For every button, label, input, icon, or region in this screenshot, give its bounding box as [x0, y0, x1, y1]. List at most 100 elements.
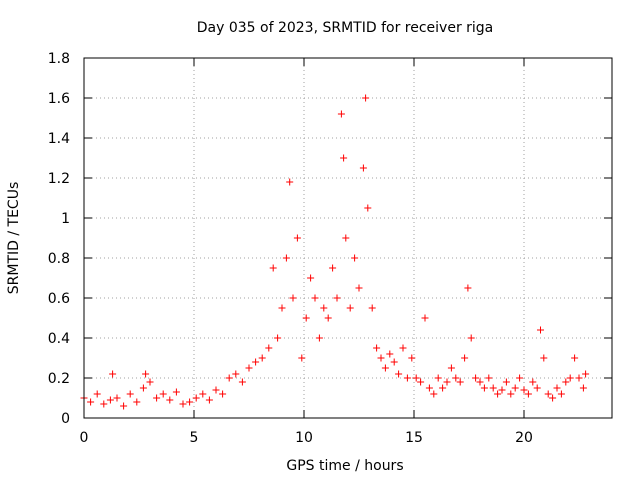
data-point — [452, 374, 460, 382]
data-point — [582, 370, 590, 378]
data-point — [106, 396, 114, 404]
data-point — [120, 402, 128, 410]
y-axis-ticks: 0 0.2 0.4 0.6 0.8 1 1.2 1.4 1.6 1.8 — [48, 51, 612, 427]
data-point — [498, 386, 506, 394]
data-point — [480, 384, 488, 392]
data-point — [494, 390, 502, 398]
x-axis-label: GPS time / hours — [286, 458, 403, 474]
data-point — [340, 154, 348, 162]
y-tick-label: 0.2 — [48, 371, 70, 387]
data-point — [403, 374, 411, 382]
plot-frame — [83, 57, 613, 419]
data-point — [381, 364, 389, 372]
data-point — [368, 304, 376, 312]
data-point — [553, 384, 561, 392]
data-point — [199, 390, 207, 398]
y-tick-label: 1.6 — [48, 91, 70, 107]
chart-title: Day 035 of 2023, SRMTID for receiver rig… — [197, 20, 494, 36]
data-point — [566, 374, 574, 382]
data-point — [511, 384, 519, 392]
data-point — [456, 378, 464, 386]
data-point — [434, 374, 442, 382]
data-point — [524, 390, 532, 398]
data-point — [533, 384, 541, 392]
data-point — [245, 364, 253, 372]
x-tick-label: 20 — [515, 430, 533, 446]
data-point — [472, 374, 480, 382]
data-point — [489, 384, 497, 392]
data-point — [93, 390, 101, 398]
y-tick-label: 1.8 — [48, 51, 70, 67]
data-point — [386, 350, 394, 358]
data-point — [302, 314, 310, 322]
data-point — [373, 344, 381, 352]
data-point — [269, 264, 277, 272]
x-tick-label: 15 — [405, 430, 423, 446]
data-points — [80, 94, 590, 410]
y-tick-label: 0 — [61, 411, 70, 427]
data-point — [133, 398, 141, 406]
data-point — [355, 284, 363, 292]
data-point — [537, 326, 544, 334]
data-point — [192, 394, 200, 402]
data-point — [439, 384, 447, 392]
data-point — [364, 204, 372, 212]
data-point — [333, 294, 341, 302]
x-tick-label: 5 — [190, 430, 199, 446]
data-point — [315, 334, 323, 342]
data-point — [278, 304, 286, 312]
data-point — [408, 354, 416, 362]
data-point — [212, 386, 220, 394]
data-point — [179, 400, 187, 408]
data-point — [390, 358, 398, 366]
y-tick-label: 1.2 — [48, 171, 70, 187]
data-point — [377, 354, 385, 362]
y-tick-label: 1 — [61, 211, 70, 227]
y-tick-label: 0.6 — [48, 291, 70, 307]
data-point — [311, 294, 319, 302]
data-point — [166, 396, 174, 404]
data-point — [529, 378, 537, 386]
data-point — [417, 378, 425, 386]
data-point — [476, 378, 484, 386]
data-point — [298, 354, 306, 362]
data-point — [485, 374, 493, 382]
data-point — [225, 374, 233, 382]
data-point — [575, 374, 583, 382]
y-tick-label: 0.4 — [48, 331, 70, 347]
data-point — [274, 334, 282, 342]
data-point — [362, 94, 370, 102]
data-point — [100, 400, 108, 408]
data-point — [324, 314, 332, 322]
data-point — [447, 364, 455, 372]
data-point — [562, 378, 570, 386]
data-point — [461, 354, 469, 362]
data-point — [205, 396, 213, 404]
data-point — [87, 398, 95, 406]
data-point — [337, 110, 345, 118]
data-point — [219, 390, 227, 398]
data-point — [467, 334, 475, 342]
data-point — [342, 234, 350, 242]
data-point — [293, 234, 301, 242]
data-point — [346, 304, 354, 312]
data-point — [351, 254, 359, 262]
data-point — [109, 370, 117, 378]
data-point — [544, 390, 552, 398]
x-tick-label: 0 — [80, 430, 89, 446]
data-point — [146, 378, 154, 386]
data-point — [425, 384, 433, 392]
y-tick-label: 0.8 — [48, 251, 70, 267]
data-point — [238, 378, 246, 386]
data-point — [359, 164, 367, 172]
y-tick-label: 1.4 — [48, 131, 70, 147]
y-axis-label: SRMTID / TECUs — [6, 182, 22, 295]
data-point — [142, 370, 150, 378]
data-point — [289, 294, 297, 302]
data-point — [159, 390, 167, 398]
data-point — [520, 386, 528, 394]
data-point — [282, 254, 290, 262]
data-point — [464, 284, 472, 292]
data-point — [516, 374, 524, 382]
